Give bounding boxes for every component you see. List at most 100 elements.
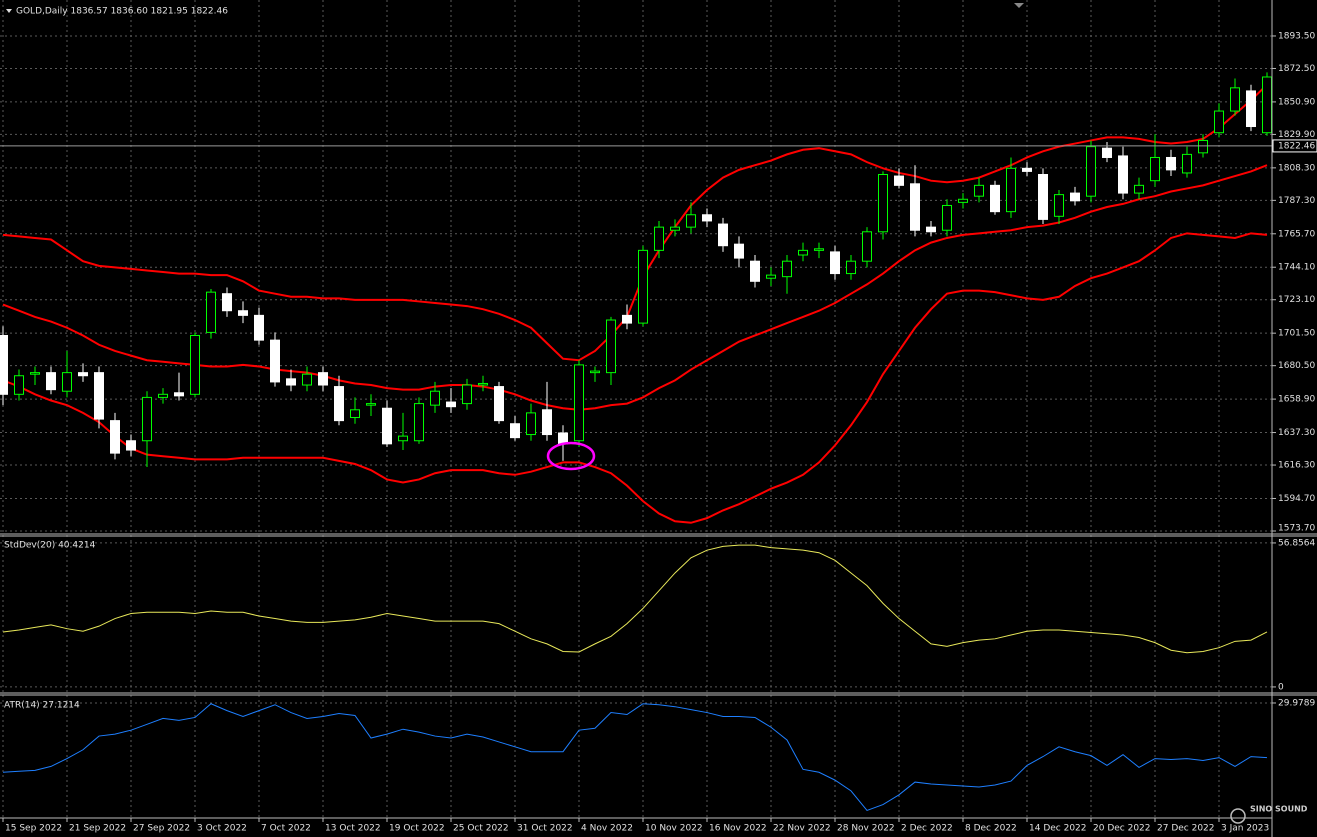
y-tick-label: 1723.10 (1278, 295, 1315, 305)
candle-body (862, 231, 872, 262)
candle-body (110, 420, 120, 454)
x-tick-label: 22 Nov 2022 (773, 824, 831, 834)
candle-body (750, 260, 760, 282)
candle-body (350, 409, 360, 419)
x-tick-label: 19 Oct 2022 (389, 824, 445, 834)
y-tick-label: 1658.90 (1278, 395, 1315, 405)
x-tick-label: 8 Dec 2022 (965, 824, 1017, 834)
candle-body (478, 382, 488, 386)
candle-body (1054, 194, 1064, 217)
x-tick-label: 7 Oct 2022 (261, 824, 311, 834)
candle-body (1198, 139, 1208, 154)
candle-body (990, 184, 1000, 213)
x-tick-label: 13 Oct 2022 (325, 824, 381, 834)
logo: SINO SOUND (1250, 805, 1308, 814)
candle-body (190, 334, 200, 395)
x-tick-label: 27 Dec 2022 (1157, 824, 1215, 834)
candle-body (942, 204, 952, 231)
y-tick-label: 1765.70 (1278, 229, 1315, 239)
candle-body (94, 372, 104, 420)
y-tick-label: 1680.50 (1278, 361, 1315, 371)
candle-body (446, 401, 456, 408)
x-tick-label: 21 Sep 2022 (69, 824, 126, 834)
candle-body (654, 226, 664, 251)
candle-body (1006, 167, 1016, 213)
candle-body (958, 198, 968, 203)
candle-body (622, 314, 632, 324)
candle-body (398, 435, 408, 442)
candle-body (1166, 156, 1176, 171)
candle-body (158, 393, 168, 398)
candle-body (846, 260, 856, 275)
menu-arrow (6, 9, 12, 13)
x-tick-label: 10 Nov 2022 (645, 824, 703, 834)
x-tick-label: 20 Dec 2022 (1093, 824, 1151, 834)
candle-body (718, 223, 728, 247)
y-tick-label: 29.9789 (1278, 698, 1315, 708)
x-tick-label: 28 Nov 2022 (837, 824, 895, 834)
x-tick-label: 3 Oct 2022 (197, 824, 247, 834)
x-tick-label: 3 Jan 2023 (1221, 824, 1269, 834)
candle-body (302, 373, 312, 386)
candle-body (734, 243, 744, 259)
last-price-label: 1822.46 (1278, 141, 1315, 151)
candle-body (1262, 76, 1272, 134)
candle-body (702, 214, 712, 222)
bollinger-upper (2, 84, 1268, 362)
x-tick-label: 4 Nov 2022 (581, 824, 633, 834)
candle-body (430, 390, 440, 406)
candle-body (414, 403, 424, 442)
candle-body (814, 248, 824, 251)
candle-body (1246, 90, 1256, 128)
marks-layer: 1822.46 (0, 72, 1317, 812)
candle-body (1182, 153, 1192, 174)
candle-body (1134, 184, 1144, 194)
candle-body (910, 183, 920, 231)
candle-body (1022, 167, 1032, 172)
bollinger-lower (2, 232, 1268, 524)
candle-body (366, 403, 376, 406)
candle-body (974, 184, 984, 197)
candle-body (206, 291, 216, 333)
candle-body (782, 260, 792, 278)
candle-body (238, 310, 248, 316)
candle-body (526, 412, 536, 436)
candle-body (1070, 192, 1080, 202)
shift-marker (1014, 3, 1024, 8)
candle-body (894, 175, 904, 186)
candle-body (510, 423, 520, 439)
candle-body (126, 440, 136, 451)
y-tick-label: 1594.70 (1278, 494, 1315, 504)
y-tick-label: 1893.50 (1278, 31, 1315, 41)
highlight-ellipse (546, 441, 596, 471)
candle-body (1038, 174, 1048, 220)
y-tick-label: 56.8564 (1278, 538, 1315, 548)
y-tick-label: 1787.30 (1278, 196, 1315, 206)
candle-body (30, 372, 40, 375)
bollinger-middle (2, 164, 1268, 411)
y-tick-label: 1808.30 (1278, 163, 1315, 173)
y-tick-label: 1829.90 (1278, 130, 1315, 140)
candle-body (382, 407, 392, 445)
candle-body (926, 226, 936, 233)
y-tick-label: 1616.30 (1278, 461, 1315, 471)
candle-body (78, 372, 88, 377)
candle-body (286, 378, 296, 386)
x-tick-label: 16 Nov 2022 (709, 824, 767, 834)
candle-body (1118, 155, 1128, 194)
candle-body (0, 334, 8, 395)
y-tick-label: 1872.50 (1278, 64, 1315, 74)
candle-body (270, 339, 280, 383)
candle-body (638, 249, 648, 324)
y-tick-label: 1744.10 (1278, 263, 1315, 273)
candle-body (1102, 147, 1112, 158)
candle-body (1150, 156, 1160, 182)
indicator-line (2, 703, 1268, 812)
candle-body (222, 293, 232, 312)
y-tick-label: 1701.50 (1278, 329, 1315, 339)
x-tick-label: 2 Dec 2022 (901, 824, 953, 834)
